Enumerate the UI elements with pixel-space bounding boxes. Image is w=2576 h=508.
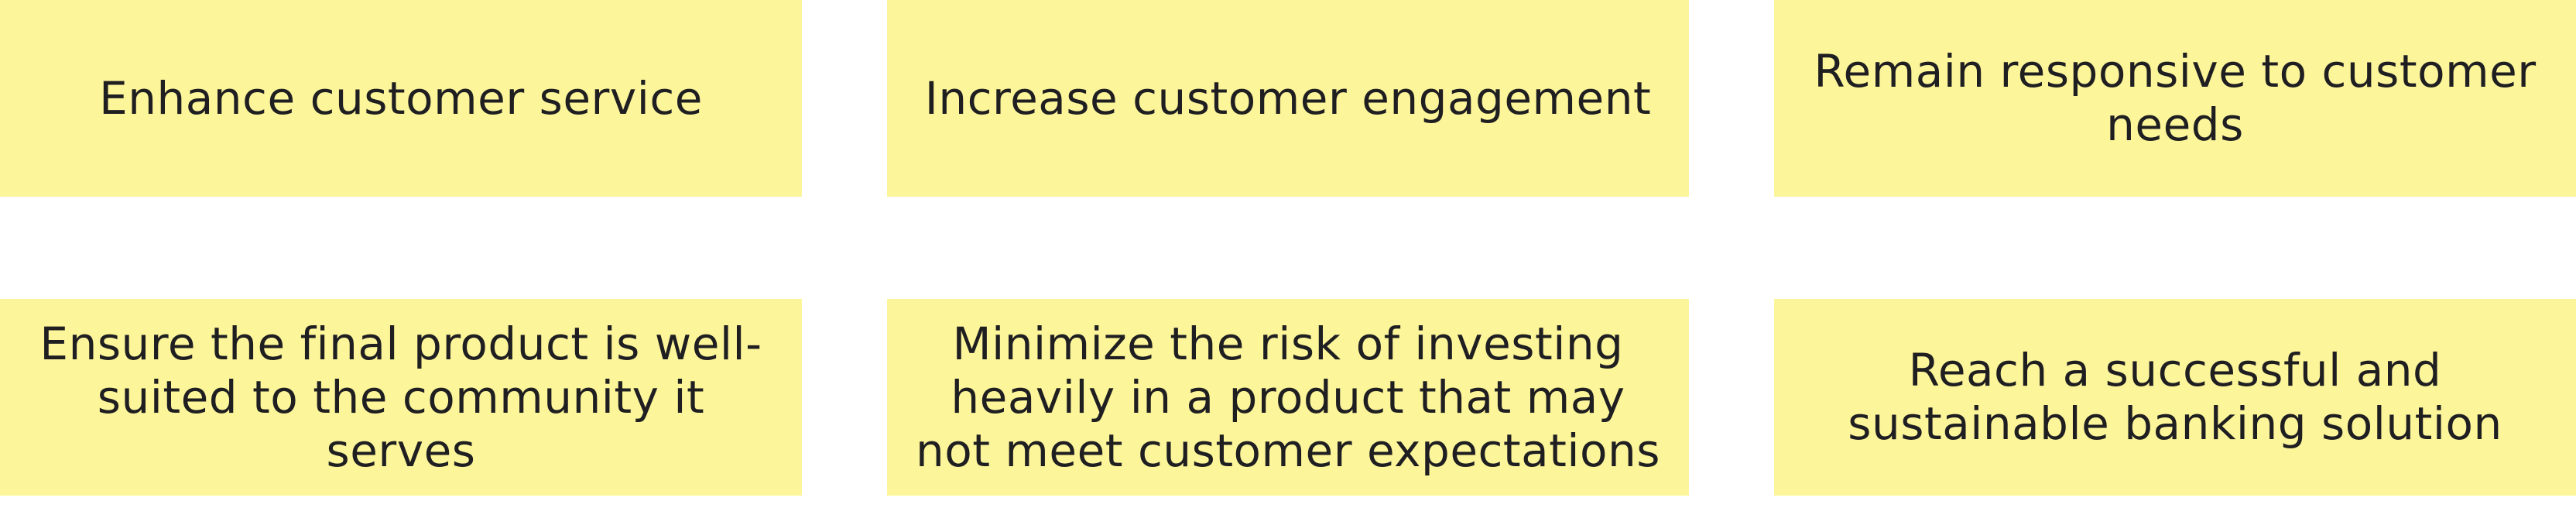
goal-card: Enhance customer service bbox=[0, 0, 802, 197]
goal-card-text: Ensure the final product is well-suited … bbox=[39, 317, 762, 477]
goal-card-text: Reach a successful and sustainable banki… bbox=[1848, 344, 2502, 450]
goal-card-text: Enhance customer service bbox=[99, 71, 703, 125]
goal-card: Increase customer engagement bbox=[887, 0, 1689, 197]
goal-card-text: Increase customer engagement bbox=[924, 71, 1652, 125]
goal-card: Remain responsive to customer needs bbox=[1774, 0, 2576, 197]
goal-card-text: Remain responsive to customer needs bbox=[1814, 45, 2537, 151]
goal-card: Minimize the risk of investing heavily i… bbox=[887, 299, 1689, 496]
goal-card-text: Minimize the risk of investing heavily i… bbox=[915, 317, 1660, 477]
goal-card: Reach a successful and sustainable banki… bbox=[1774, 299, 2576, 496]
goal-card: Ensure the final product is well-suited … bbox=[0, 299, 802, 496]
